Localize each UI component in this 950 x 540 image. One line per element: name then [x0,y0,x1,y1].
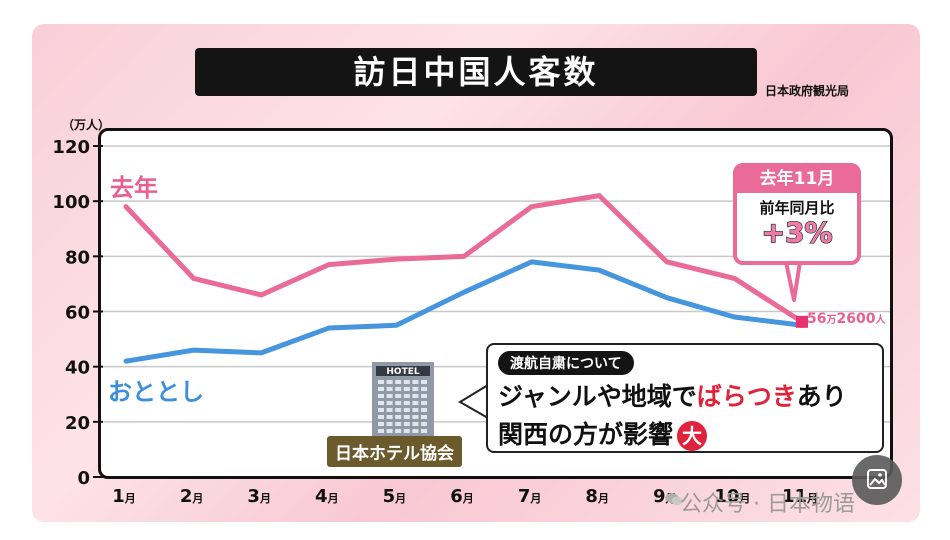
chart-title: 訪日中国人客数 [195,48,757,96]
end-value-label: 56万2600人 [807,311,885,327]
series-label-last-year: 去年 [110,174,158,202]
image-button[interactable] [852,455,902,505]
y-tick-label: 20 [65,413,90,434]
image-icon [867,469,887,489]
end-value-man-unit: 万 [826,315,837,326]
y-tick-label: 60 [65,303,90,324]
end-value-person-unit: 人 [875,315,886,326]
end-value-number: 2600 [836,311,876,327]
note-pointer [458,383,489,420]
series-label-two-years-ago: おととし [108,378,204,406]
callout-sub: 前年同月比 [759,199,835,217]
note-line-1-a: ジャンルや地域で [498,382,697,411]
callout-value: +3% [737,215,857,250]
note-line-2-text: 関西の方が影響 [498,420,674,449]
x-tick-label: 5月 [383,486,407,507]
series-line [123,193,805,325]
note-line-1-highlight: ばらつき [696,382,797,411]
y-tick-label: 40 [65,358,90,379]
y-tick-label: 0 [77,468,90,489]
x-tick-label: 7月 [518,486,542,507]
note-line-1-c: あり [796,382,847,411]
source-label: 日本政府観光局 [765,84,850,98]
x-tick-label: 1月 [112,486,136,507]
x-tick-label: 8月 [585,486,609,507]
y-tick-label: 120 [52,137,90,158]
hotel-building-icon: HOTEL [372,362,434,438]
end-value-man-number: 56 [807,311,827,327]
callout-sign: + [761,215,786,250]
y-tick-label: 100 [52,192,90,213]
callout-head: 去年11月 [737,167,857,193]
note-box: 渡航自粛について ジャンルや地域でばらつきあり 関西の方が影響大 [486,343,884,453]
x-tick-label: 2月 [180,486,204,507]
yoy-callout: 去年11月 前年同月比 +3% [733,163,861,265]
note-line-2: 関西の方が影響大 [498,415,708,451]
callout-number: 3 [784,215,805,250]
x-tick-label: 4月 [315,486,339,507]
series-line [123,259,805,364]
end-point-marker [796,315,808,328]
big-badge: 大 [677,421,708,451]
y-tick-label: 80 [65,247,90,268]
x-tick-label: 6月 [450,486,474,507]
y-unit-label: （万人） [62,118,111,132]
x-tick-label: 3月 [247,486,271,507]
x-tick-label: 11月 [782,486,818,507]
x-tick-label: 10月 [714,486,750,507]
note-line-1: ジャンルや地域でばらつきあり [498,377,847,413]
wechat-icon [665,493,683,506]
callout-percent: % [804,215,834,250]
callout-pointer [784,260,802,302]
watermark: 公众号 · 日本物语 [680,492,855,517]
note-tag: 渡航自粛について [498,351,634,375]
hotel-sign: HOTEL [386,367,419,377]
hotel-caption: 日本ホテル協会 [327,436,462,467]
